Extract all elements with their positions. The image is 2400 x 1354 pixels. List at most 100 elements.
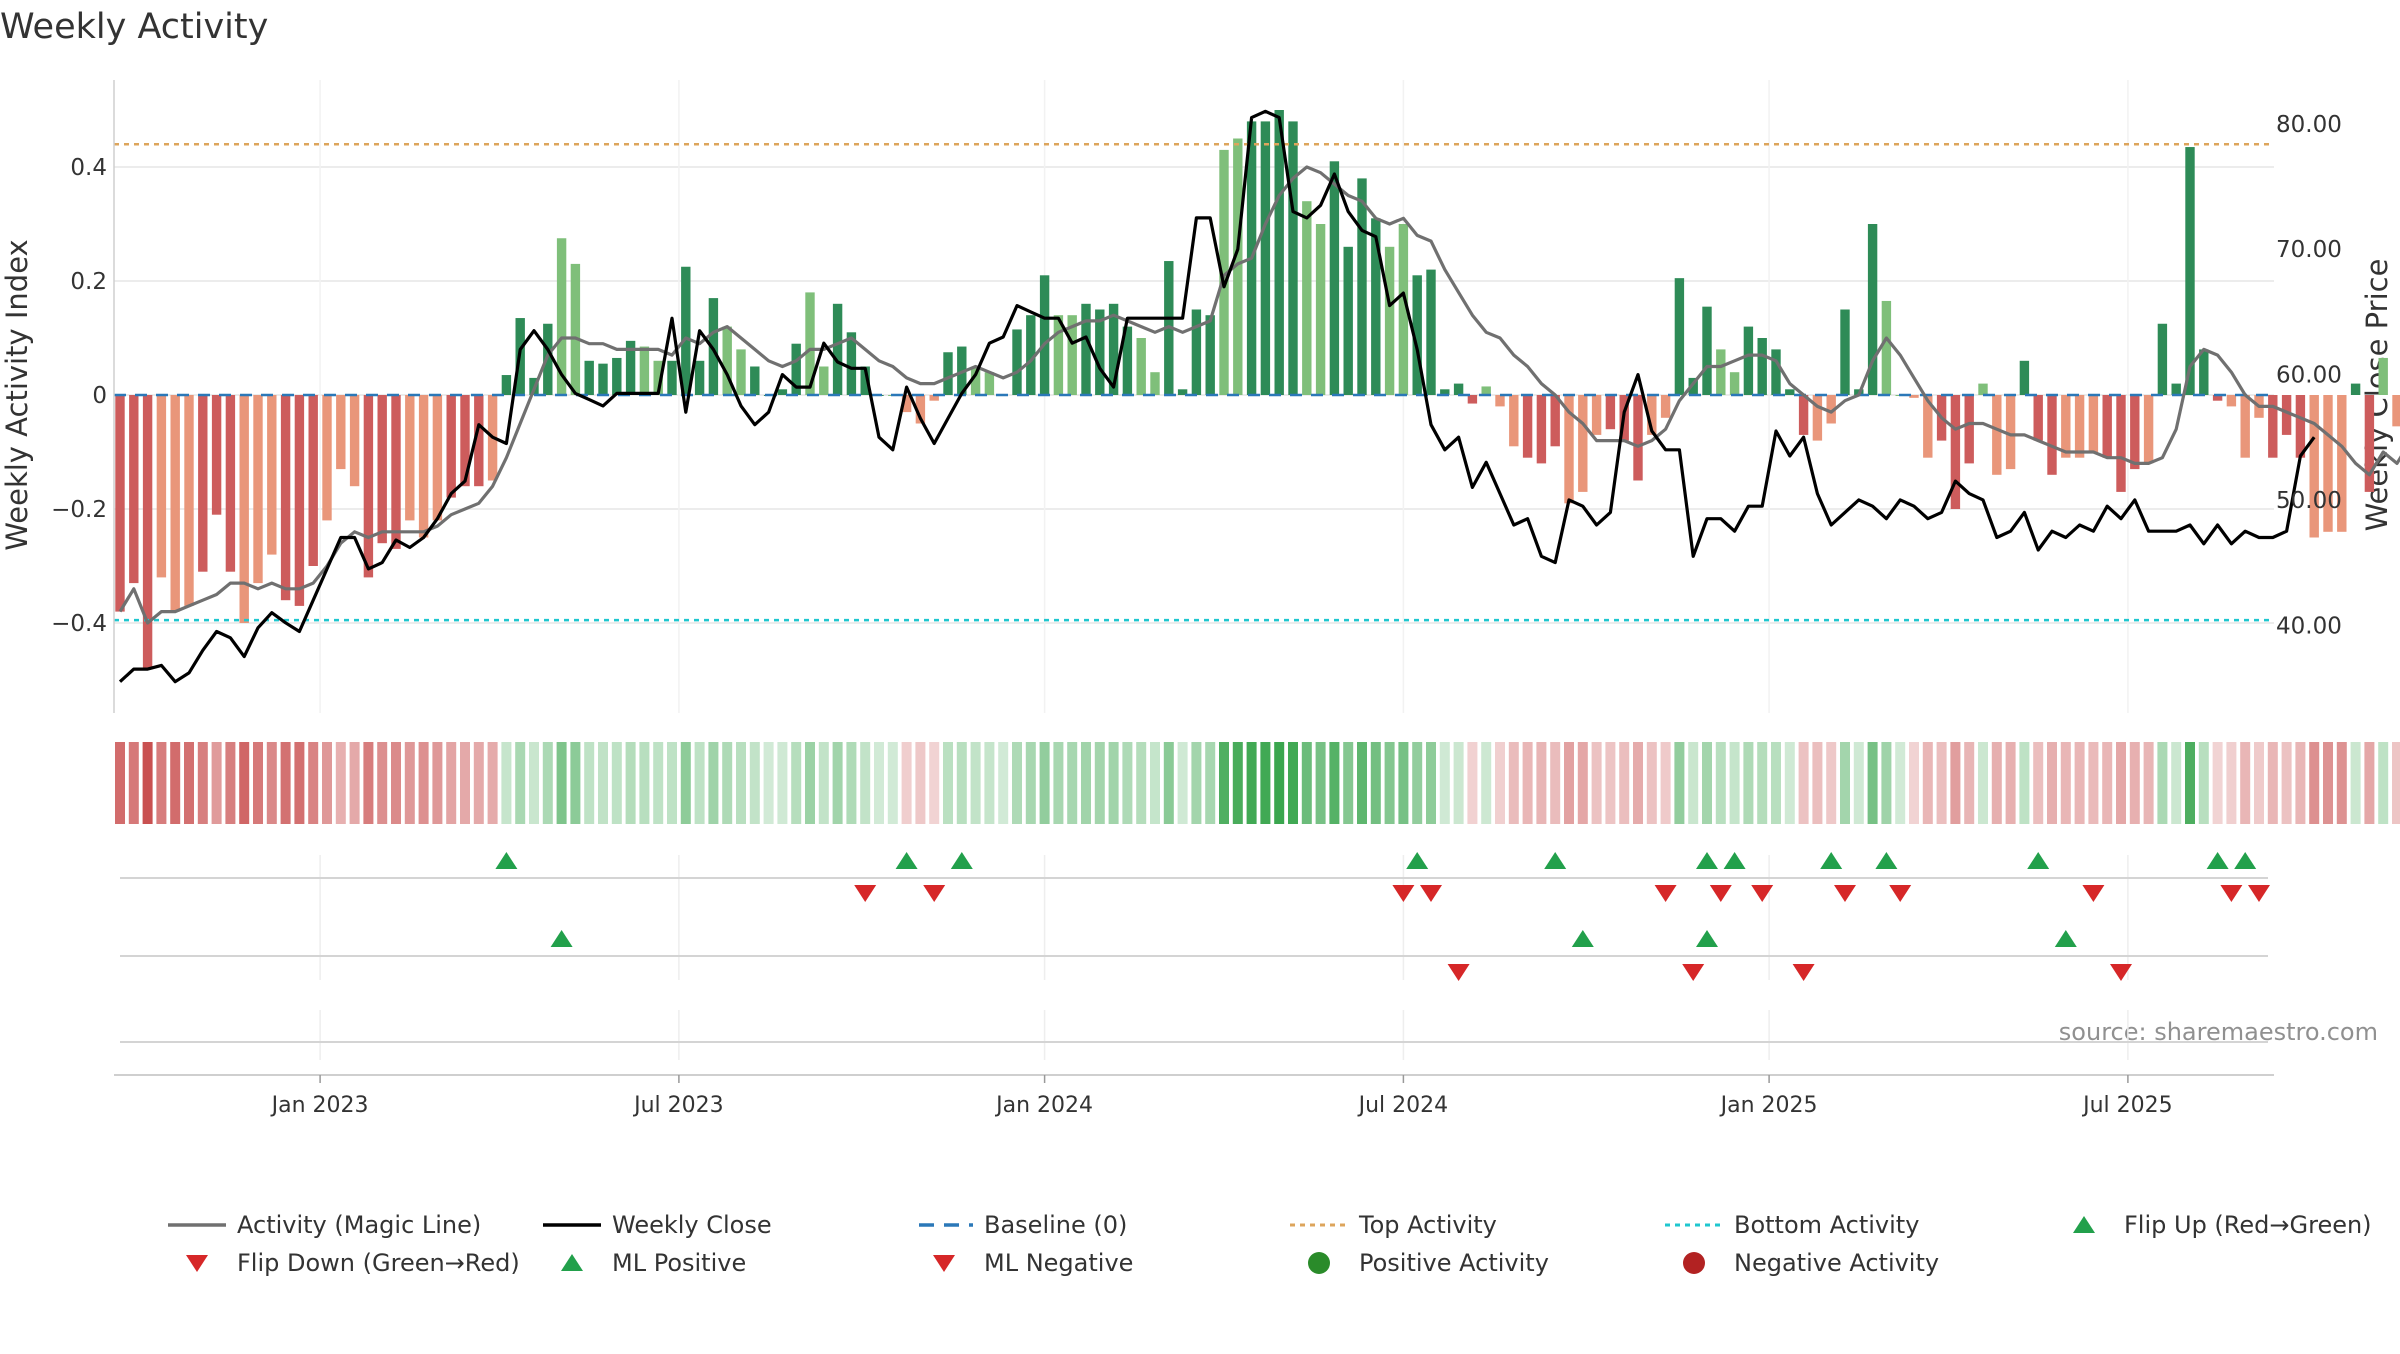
legend-label: Baseline (0) (984, 1211, 1127, 1239)
activity-bar (556, 238, 567, 395)
y-tick-label: 0.4 (70, 155, 107, 181)
heat-cell (1481, 742, 1492, 824)
x-tick-label: Jan 2023 (270, 1093, 369, 1118)
heat-cell (1453, 742, 1464, 824)
activity-bar (418, 395, 429, 538)
activity-bar (2350, 383, 2361, 395)
activity-bar (2088, 395, 2099, 452)
activity-bar (846, 332, 857, 395)
heat-cell (2392, 742, 2400, 824)
heat-cell (1508, 742, 1519, 824)
heat-cell (887, 742, 898, 824)
ml-positive-marker (1571, 930, 1594, 947)
activity-bar (667, 360, 677, 395)
activity-bar (2143, 395, 2154, 464)
activity-bar (1660, 395, 1671, 418)
legend-label: Flip Down (Green→Red) (237, 1249, 520, 1277)
activity-bar (777, 389, 788, 395)
activity-bar (1716, 349, 1726, 395)
heat-cell (2336, 742, 2347, 824)
heat-cell (446, 742, 457, 824)
activity-bar (1647, 395, 1657, 435)
heat-cell (1964, 742, 1975, 824)
activity-bar (694, 360, 705, 395)
flip-up-marker (495, 852, 518, 869)
heat-cell (639, 742, 650, 824)
activity-bar (819, 366, 829, 395)
activity-bar (349, 395, 360, 487)
y2-tick-label: 40.00 (2276, 613, 2342, 639)
activity-bar (639, 346, 650, 395)
activity-bar (2199, 349, 2209, 395)
y2-tick-label: 70.00 (2276, 237, 2342, 263)
heat-cell (1867, 742, 1878, 824)
legend-swatch (2073, 1216, 2095, 1233)
activity-bar (474, 395, 484, 487)
heat-cell (377, 742, 388, 824)
flip-down-marker (2248, 885, 2270, 902)
heat-cell (1605, 742, 1616, 824)
activity-bar (736, 349, 746, 395)
heat-cell (2226, 742, 2237, 824)
heat-cell (211, 742, 222, 824)
heat-cell (2323, 742, 2333, 824)
activity-bar (722, 326, 732, 395)
heat-cell (1246, 742, 1257, 824)
heat-cell (2240, 742, 2251, 824)
legend-swatch (561, 1254, 583, 1271)
activity-bar (2005, 395, 2016, 470)
activity-bars (115, 110, 2400, 669)
heat-cell (2088, 742, 2099, 824)
x-tick-label: Jul 2023 (632, 1093, 724, 1118)
activity-bar (2240, 395, 2250, 458)
activity-bar (915, 395, 926, 424)
heat-cell (1715, 742, 1726, 824)
heat-cell (253, 742, 263, 824)
heat-cell (1550, 742, 1561, 824)
activity-bar (2157, 323, 2168, 395)
heat-cell (2350, 742, 2361, 824)
flip-up-marker (1696, 852, 1718, 869)
activity-bar (1591, 395, 1602, 435)
flip-down-marker (2220, 885, 2243, 902)
heat-cell (1646, 742, 1657, 824)
legend-swatch (186, 1255, 208, 1272)
activity-bar (1509, 395, 1519, 447)
x-tick-label: Jul 2024 (1357, 1093, 1449, 1118)
x-axis: Jan 2023 Jul 2023 Jan 2024 Jul 2024 Jan 2025… (114, 1074, 2274, 1118)
activity-bar (1122, 326, 1133, 395)
flip-up-marker (2206, 852, 2229, 869)
ml-negative-marker (1792, 964, 1815, 981)
heat-cell (1012, 742, 1022, 824)
activity-bar (1053, 315, 1064, 395)
heat-cell (584, 742, 595, 824)
activity-bar (2378, 357, 2388, 395)
flip-up-marker (1820, 852, 1843, 869)
activity-bar (1674, 278, 1685, 395)
heat-cell (1191, 742, 1202, 824)
flip-down-marker (1654, 885, 1677, 902)
heat-cell (2364, 742, 2375, 824)
activity-bar (1150, 372, 1160, 395)
activity-bar (1481, 386, 1491, 395)
activity-bar (598, 363, 608, 395)
legend-label: Flip Up (Red→Green) (2124, 1211, 2372, 1239)
y-tick-label: −0.2 (51, 497, 107, 523)
flip-down-marker (1392, 885, 1415, 902)
heat-cell (142, 742, 153, 824)
activity-bar (1978, 383, 1988, 395)
heat-cell (2143, 742, 2154, 824)
activity-bar (184, 395, 194, 606)
activity-bar (2019, 360, 2030, 395)
activity-bar (2171, 383, 2181, 395)
activity-bar (681, 266, 691, 395)
heat-cell (156, 742, 167, 824)
heat-cell (2254, 742, 2264, 824)
heat-cell (1936, 742, 1947, 824)
heat-cell (1633, 742, 1643, 824)
activity-bar (1992, 395, 2002, 475)
heat-cell (1978, 742, 1988, 824)
activity-bar (1343, 246, 1353, 395)
legend-swatch (1308, 1252, 1330, 1274)
